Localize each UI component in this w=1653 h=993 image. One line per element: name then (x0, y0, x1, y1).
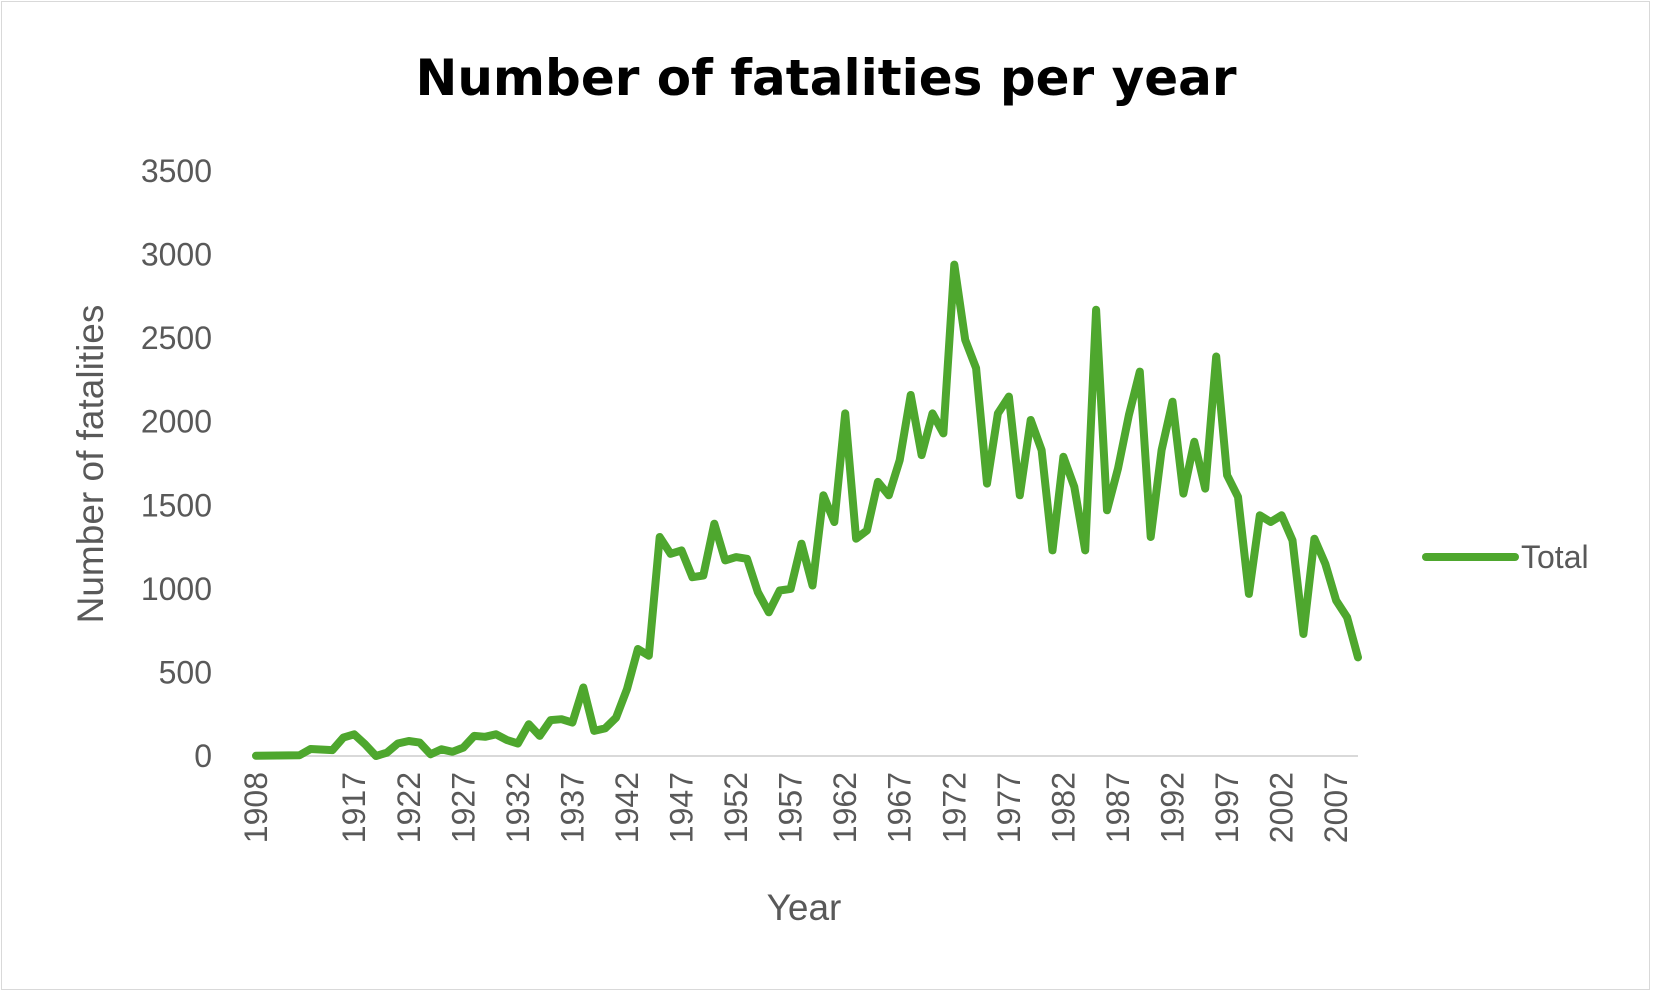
x-tick-label: 1977 (991, 772, 1027, 843)
legend: Total (1422, 539, 1589, 575)
x-tick-label: 1992 (1155, 772, 1191, 843)
x-tick-label: 1927 (445, 772, 481, 843)
legend-label-total: Total (1521, 539, 1589, 575)
y-tick-label: 3000 (141, 237, 212, 273)
y-tick-label: 0 (194, 738, 212, 774)
y-tick-label: 1500 (141, 487, 212, 523)
x-tick-label: 1908 (238, 772, 274, 843)
x-tick-label: 1942 (609, 772, 645, 843)
x-axis-label: Year (767, 887, 842, 928)
y-tick-label: 3500 (141, 153, 212, 189)
x-tick-label: 1987 (1100, 772, 1136, 843)
x-tick-label: 1957 (773, 772, 809, 843)
series-layer (252, 260, 1362, 760)
x-tick-label: 1917 (336, 772, 372, 843)
x-tick-label: 1982 (1045, 772, 1081, 843)
x-tick-label: 1932 (500, 772, 536, 843)
y-axis-ticks: 0 500 1000 1500 2000 2500 3000 3500 (141, 153, 212, 774)
x-tick-label: 2002 (1264, 772, 1300, 843)
y-tick-label: 1000 (141, 571, 212, 607)
x-tick-label: 1967 (882, 772, 918, 843)
x-tick-label: 1937 (554, 772, 590, 843)
x-tick-label: 2007 (1318, 772, 1354, 843)
x-tick-label: 1972 (936, 772, 972, 843)
x-tick-label: 1947 (664, 772, 700, 843)
x-axis-ticks: 1908 1917 1922 1927 1932 1937 1942 1947 1952 1957… (238, 772, 1354, 843)
x-tick-label: 1962 (827, 772, 863, 843)
x-tick-label: 1952 (718, 772, 754, 843)
x-tick-label: 1997 (1209, 772, 1245, 843)
chart-title: Number of fatalities per year (415, 49, 1236, 107)
y-tick-label: 2000 (141, 404, 212, 440)
y-tick-label: 2500 (141, 320, 212, 356)
x-tick-label: 1922 (391, 772, 427, 843)
y-tick-label: 500 (159, 654, 212, 690)
series-line-total (252, 260, 1362, 760)
y-axis-label: Number of fatalities (70, 305, 111, 624)
